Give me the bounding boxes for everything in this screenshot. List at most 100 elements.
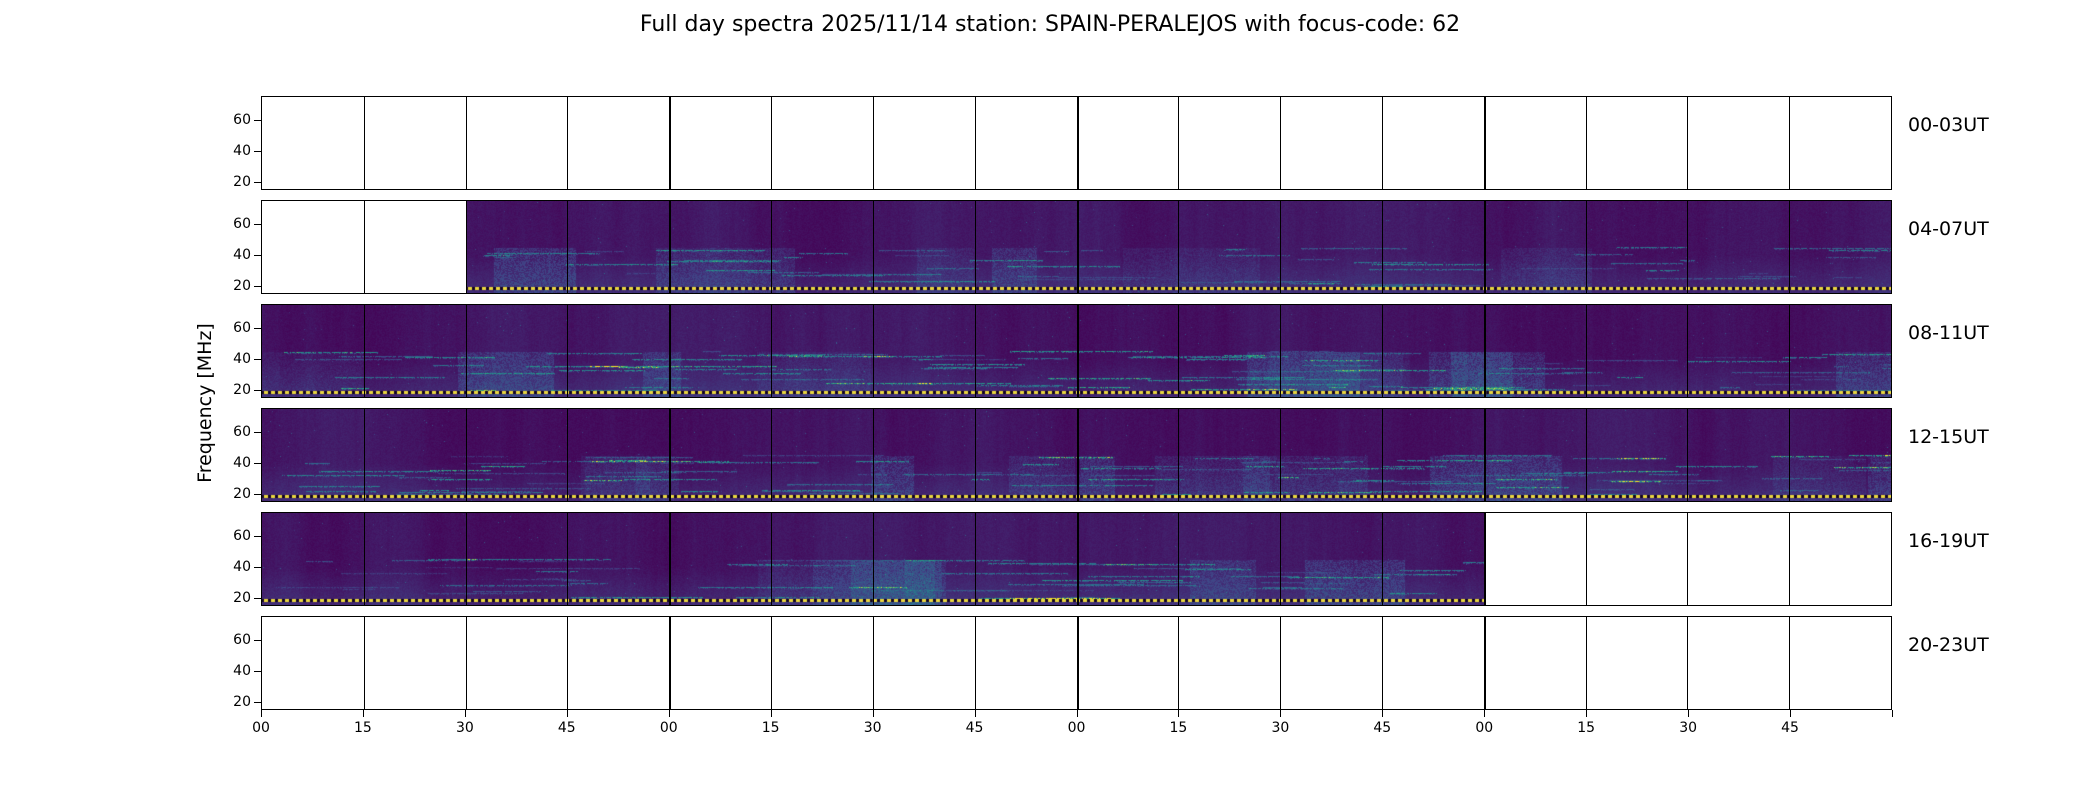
quarter-hour-gridline: [1789, 409, 1791, 501]
quarter-hour-gridline: [1280, 97, 1282, 189]
hour-gridline: [669, 409, 672, 501]
quarter-hour-gridline: [1280, 617, 1282, 709]
quarter-hour-gridline: [567, 617, 569, 709]
x-tick-mark: [1076, 710, 1078, 717]
quarter-hour-gridline: [1280, 305, 1282, 397]
x-tick-label: 15: [1577, 720, 1596, 736]
x-tick-mark: [974, 710, 976, 717]
y-tick-mark: [254, 119, 261, 121]
row-label-4: 16-19UT: [1908, 530, 1989, 552]
y-tick-label: 20: [233, 278, 251, 295]
hour-gridline: [1483, 305, 1486, 397]
quarter-hour-gridline: [1280, 201, 1282, 293]
y-tick-label: 60: [233, 111, 251, 128]
x-tick-label: 30: [455, 720, 474, 736]
quarter-hour-gridline: [872, 201, 874, 293]
quarter-hour-gridline: [1381, 201, 1383, 293]
hour-gridline: [1483, 617, 1486, 709]
quarter-hour-gridline: [1178, 201, 1180, 293]
y-tick-mark: [254, 494, 261, 496]
quarter-hour-gridline: [974, 201, 976, 293]
y-tick-label: 20: [233, 174, 251, 191]
quarter-hour-gridline: [465, 409, 467, 501]
y-tick-label: 60: [233, 527, 251, 544]
x-tick-mark: [1280, 710, 1282, 717]
quarter-hour-gridline: [771, 97, 773, 189]
quarter-hour-gridline: [1280, 409, 1282, 501]
quarter-hour-gridline: [567, 97, 569, 189]
y-tick-label: 20: [233, 694, 251, 711]
y-tick-label: 40: [233, 350, 251, 367]
spectrogram-panel-row-1: [261, 200, 1892, 294]
quarter-hour-gridline: [1789, 617, 1791, 709]
y-tick-mark: [254, 223, 261, 225]
y-tick-label: 20: [233, 590, 251, 607]
quarter-hour-gridline: [363, 201, 365, 293]
x-tick-mark: [362, 710, 364, 717]
x-tick-label: 00: [659, 720, 678, 736]
quarter-hour-gridline: [974, 409, 976, 501]
y-tick-mark: [254, 327, 261, 329]
quarter-hour-gridline: [1789, 305, 1791, 397]
hour-gridline: [1076, 305, 1079, 397]
y-tick-label: 60: [233, 319, 251, 336]
spectrogram-panel-row-0: [261, 96, 1892, 190]
x-tick-mark: [1892, 710, 1893, 717]
hour-gridline: [669, 513, 672, 605]
quarter-hour-gridline: [771, 409, 773, 501]
y-tick-mark: [254, 598, 261, 600]
y-tick-label: 40: [233, 142, 251, 159]
y-tick-mark: [254, 462, 261, 464]
x-tick-label: 45: [557, 720, 576, 736]
x-tick-mark: [566, 710, 568, 717]
quarter-hour-gridline: [1585, 305, 1587, 397]
row-label-5: 20-23UT: [1908, 634, 1989, 656]
y-tick-label: 40: [233, 454, 251, 471]
quarter-hour-gridline: [1789, 513, 1791, 605]
quarter-hour-gridline: [872, 97, 874, 189]
quarter-hour-gridline: [363, 513, 365, 605]
x-tick-label: 45: [1373, 720, 1392, 736]
y-tick-label: 60: [233, 215, 251, 232]
x-tick-mark: [1790, 710, 1792, 717]
x-tick-mark: [1586, 710, 1588, 717]
y-tick-mark: [254, 390, 261, 392]
y-tick-label: 40: [233, 662, 251, 679]
hour-gridline: [1483, 513, 1486, 605]
y-tick-label: 20: [233, 382, 251, 399]
quarter-hour-gridline: [465, 201, 467, 293]
x-tick-mark: [261, 710, 262, 717]
hour-gridline: [669, 97, 672, 189]
y-tick-mark: [254, 535, 261, 537]
x-tick-label: 00: [1475, 720, 1494, 736]
quarter-hour-gridline: [567, 409, 569, 501]
quarter-hour-gridline: [363, 97, 365, 189]
hour-gridline: [1076, 617, 1079, 709]
x-tick-label: 30: [1271, 720, 1290, 736]
quarter-hour-gridline: [1687, 409, 1689, 501]
y-tick-mark: [254, 358, 261, 360]
y-tick-label: 40: [233, 246, 251, 263]
quarter-hour-gridline: [567, 305, 569, 397]
quarter-hour-gridline: [974, 617, 976, 709]
hour-gridline: [669, 305, 672, 397]
hour-gridline: [1483, 201, 1486, 293]
x-tick-mark: [464, 710, 466, 717]
x-tick-mark: [1382, 710, 1384, 717]
quarter-hour-gridline: [363, 409, 365, 501]
quarter-hour-gridline: [1687, 97, 1689, 189]
quarter-hour-gridline: [1585, 617, 1587, 709]
quarter-hour-gridline: [1381, 513, 1383, 605]
hour-gridline: [1076, 409, 1079, 501]
x-tick-label: 00: [252, 720, 270, 736]
y-tick-mark: [254, 150, 261, 152]
y-tick-mark: [254, 566, 261, 568]
quarter-hour-gridline: [771, 513, 773, 605]
quarter-hour-gridline: [1178, 513, 1180, 605]
spectrogram-panel-row-5: [261, 616, 1892, 710]
quarter-hour-gridline: [872, 305, 874, 397]
quarter-hour-gridline: [465, 305, 467, 397]
y-tick-mark: [254, 182, 261, 184]
quarter-hour-gridline: [1381, 617, 1383, 709]
